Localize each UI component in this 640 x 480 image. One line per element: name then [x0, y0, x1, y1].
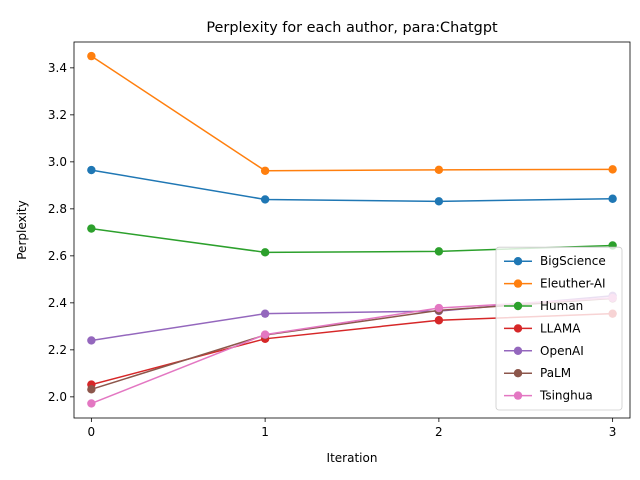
legend: BigScience Eleuther-AI Human LLAMA OpenAI PaL… — [495, 246, 623, 411]
series-line-eleuther-ai — [90, 55, 613, 172]
legend-label-openai: OpenAI — [540, 344, 584, 358]
legend-marker-tsinghua — [513, 391, 523, 400]
x-tick-label: 1 — [261, 425, 269, 439]
x-tick-label: 3 — [609, 425, 617, 439]
y-tick-label: 2.4 — [48, 296, 67, 310]
data-point-tsinghua — [434, 303, 444, 313]
data-point-tsinghua — [260, 330, 270, 339]
legend-label-eleuther-ai: Eleuther-AI — [540, 277, 606, 291]
x-tick-label: 0 — [88, 425, 96, 439]
y-tick-label: 2.6 — [48, 249, 67, 263]
y-tick-label: 2.2 — [48, 343, 67, 357]
data-point-human — [260, 248, 270, 257]
data-point-human — [87, 224, 96, 233]
legend-marker-human — [513, 301, 523, 311]
data-point-human — [434, 247, 444, 256]
legend-label-human: Human — [540, 299, 583, 313]
data-point-bigscience — [87, 165, 96, 175]
legend-marker-llama — [513, 324, 523, 333]
data-point-bigscience — [434, 197, 444, 206]
data-point-bigscience — [608, 194, 617, 203]
legend-label-bigscience: BigScience — [540, 254, 606, 268]
data-point-llama — [434, 316, 444, 325]
legend-marker-palm — [513, 369, 523, 378]
plot-frame — [73, 41, 631, 419]
data-point-bigscience — [260, 195, 270, 204]
data-point-openai — [260, 309, 270, 318]
x-axis-label: Iteration — [327, 451, 378, 465]
y-tick-label: 2.8 — [48, 202, 67, 216]
data-point-palm — [87, 385, 96, 394]
y-tick-label: 2.0 — [48, 390, 67, 404]
data-point-eleuther-ai — [434, 165, 444, 175]
legend-label-palm: PaLM — [540, 366, 571, 380]
data-point-openai — [87, 336, 96, 345]
legend-marker-eleuther-ai — [513, 279, 523, 288]
x-tick-label: 2 — [435, 425, 443, 439]
legend-label-tsinghua: Tsinghua — [539, 389, 593, 403]
data-point-eleuther-ai — [608, 165, 617, 174]
legend-marker-bigscience — [513, 257, 523, 266]
y-tick-label: 3.2 — [48, 108, 67, 122]
legend-marker-openai — [513, 346, 523, 355]
plot-area — [87, 51, 617, 408]
y-tick-label: 3.4 — [48, 61, 67, 75]
y-tick-label: 3.0 — [48, 155, 67, 169]
legend-label-llama: LLAMA — [540, 321, 581, 335]
legend-box — [495, 246, 623, 411]
data-point-eleuther-ai — [260, 166, 270, 175]
data-point-eleuther-ai — [87, 51, 96, 61]
chart-title: Perplexity for each author, para:Chatgpt — [206, 20, 498, 36]
y-axis-label: Perplexity — [15, 200, 29, 260]
data-point-tsinghua — [87, 399, 96, 408]
series-line-bigscience — [91, 169, 613, 203]
